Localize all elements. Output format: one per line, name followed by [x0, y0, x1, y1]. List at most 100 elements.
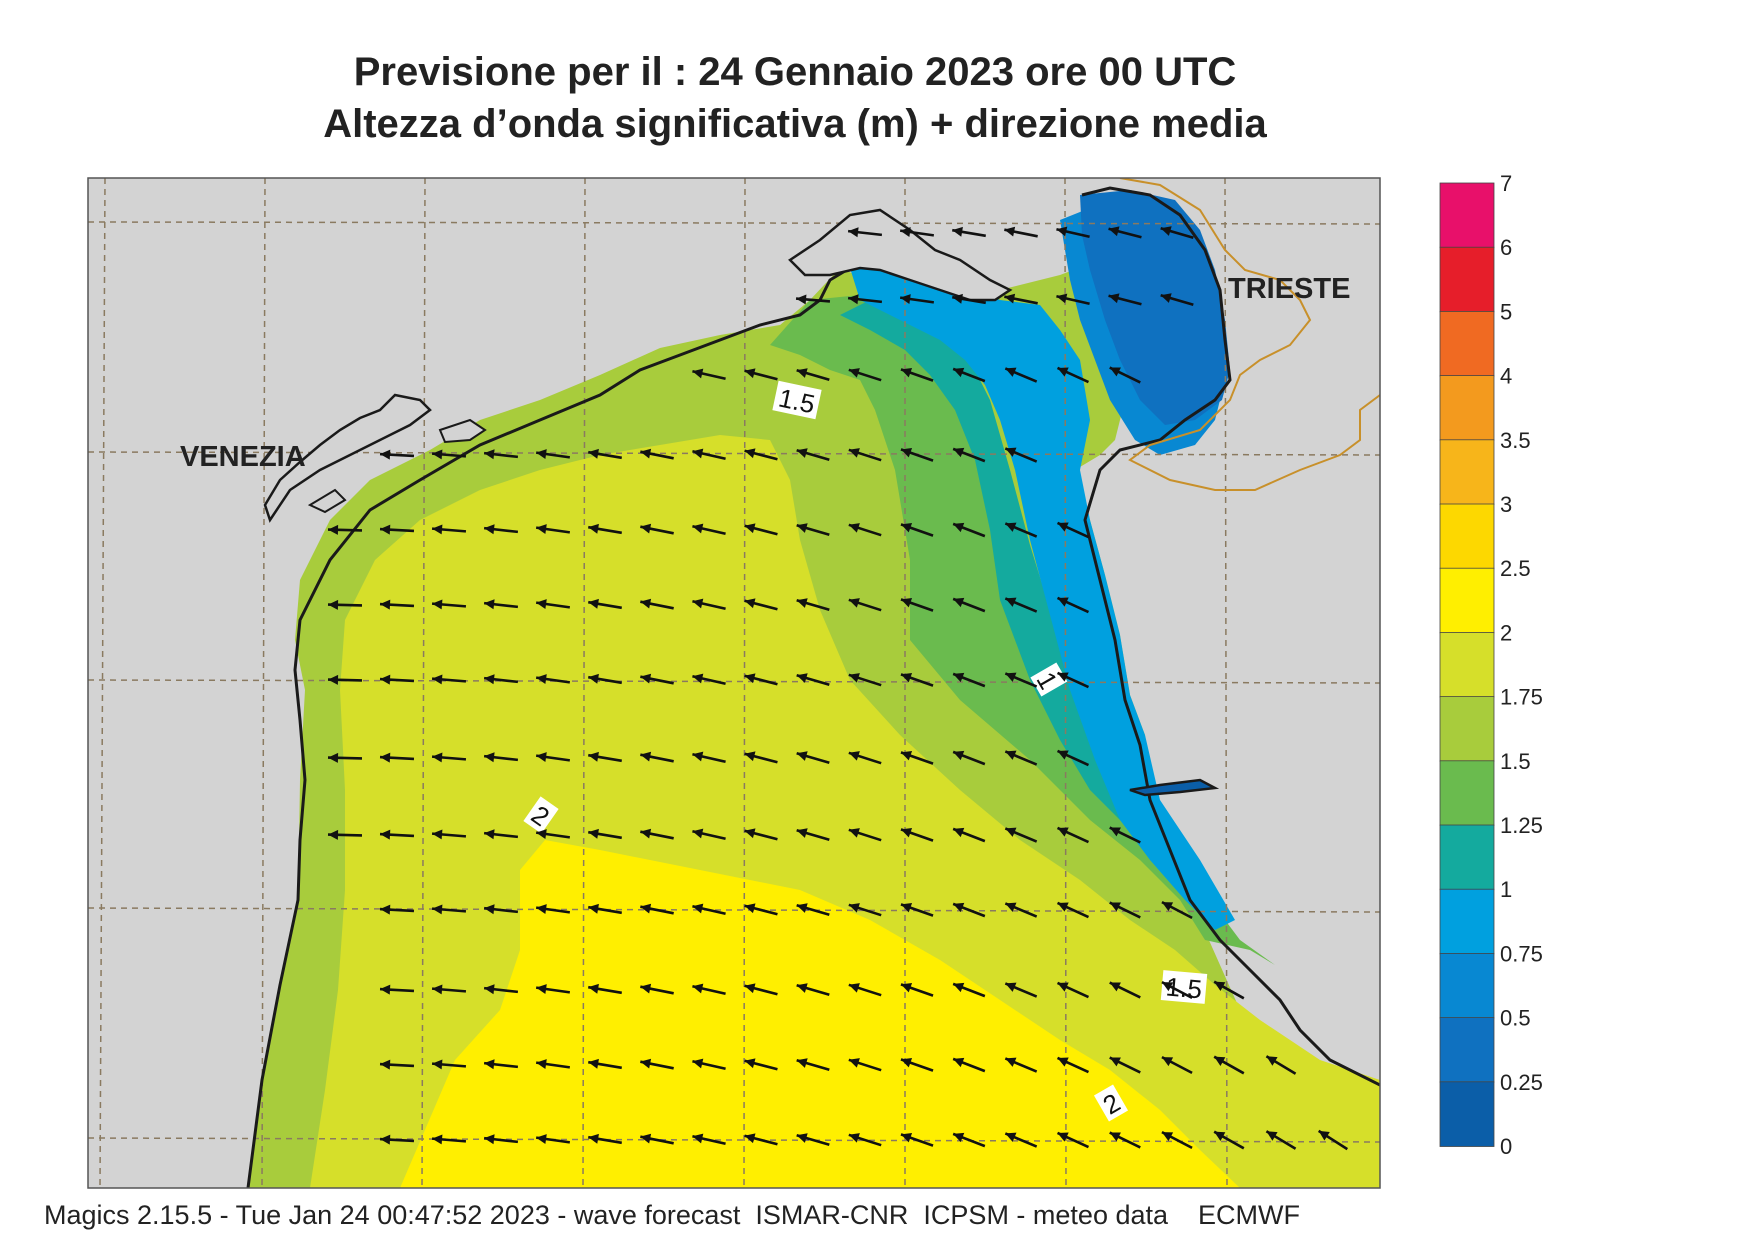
arrow-head — [692, 828, 704, 839]
colorbar-swatch — [1439, 760, 1495, 826]
arrow-head — [744, 368, 756, 379]
arrow-head — [1109, 827, 1121, 837]
arrow-head — [1056, 226, 1068, 237]
arrow-head — [1161, 982, 1174, 992]
arrow-head — [848, 598, 860, 608]
arrow-head — [640, 1133, 652, 1144]
arrow-head — [380, 524, 391, 535]
arrow-head — [328, 829, 339, 840]
colorbar-label: 0 — [1500, 1134, 1512, 1159]
arrow-head — [692, 903, 704, 914]
arrow-head — [848, 1058, 860, 1068]
arrow-head — [328, 599, 339, 610]
arrow-head — [848, 828, 860, 838]
arrow-head — [900, 827, 913, 838]
arrow-head — [1005, 1132, 1017, 1142]
arrow-head — [953, 1057, 965, 1068]
arrow-head — [952, 293, 963, 304]
arrow-head — [1005, 597, 1017, 607]
arrow-head — [536, 984, 547, 994]
map-frame — [87, 177, 1381, 1189]
arrow-head — [953, 827, 965, 838]
arrow-head — [588, 598, 599, 609]
arrow-head — [1057, 672, 1069, 682]
map-subtitle: Altezza d’onda significativa (m) + direz… — [323, 102, 1267, 146]
arrow-head — [900, 597, 913, 608]
arrow-head — [1109, 1057, 1121, 1067]
arrow-head — [953, 1132, 965, 1143]
arrow-head — [900, 294, 911, 304]
arrow-head — [1005, 447, 1017, 457]
arrow-head — [796, 673, 808, 683]
arrow-head — [640, 448, 652, 459]
colorbar: 7 6 5 4 3.5 3 2.5 2 1.75 1.5 1.25 1 0.75 0.5 0.25 0 — [1439, 171, 1543, 1159]
arrow-head — [484, 674, 495, 685]
arrow-head — [484, 1059, 495, 1070]
arrow-head — [536, 674, 547, 684]
arrow-head — [692, 523, 704, 534]
arrow-head — [1318, 1130, 1330, 1141]
arrow-head — [640, 983, 652, 994]
arrow-head — [1214, 1131, 1226, 1141]
arrow-head — [692, 673, 704, 684]
svg-text:1.5: 1.5 — [776, 383, 818, 420]
arrow-head — [744, 523, 756, 534]
arrow-head — [796, 1058, 808, 1068]
arrow-head — [1214, 1056, 1226, 1066]
arrow-head — [1005, 522, 1017, 532]
arrow-head — [536, 1059, 547, 1069]
arrow-head — [900, 982, 913, 993]
arrow-head — [1005, 750, 1017, 760]
arrow-head — [536, 524, 547, 534]
arrow-head — [692, 1058, 704, 1069]
arrow-head — [640, 751, 652, 762]
arrow-head — [588, 1058, 599, 1069]
arrow-head — [953, 982, 965, 993]
arrow-head — [432, 1059, 443, 1070]
colorbar-label: 1 — [1500, 877, 1512, 902]
arrow-head — [640, 523, 652, 534]
arrow-head — [432, 599, 443, 610]
arrow-head — [796, 751, 808, 761]
arrow-head — [484, 752, 495, 763]
coastline-west — [246, 266, 851, 1188]
arrow-head — [692, 598, 704, 609]
wave-direction-arrows — [327, 226, 1349, 1151]
arrow-head — [848, 983, 860, 993]
arrow-head — [848, 368, 860, 378]
arrow-head — [380, 674, 391, 685]
arrow-head — [744, 448, 756, 459]
arrow-head — [848, 673, 860, 683]
arrow-head — [1057, 827, 1069, 837]
coastline-east — [1081, 186, 1380, 1087]
arrow-head — [1056, 293, 1068, 304]
arrow-head — [1160, 226, 1172, 236]
arrow-head — [744, 1058, 756, 1069]
arrow-head — [1057, 522, 1069, 532]
colorbar-swatch — [1439, 182, 1495, 249]
colorbar-swatch — [1439, 824, 1495, 891]
arrow-head — [432, 449, 443, 460]
arrow-head — [328, 674, 339, 685]
arrow-head — [588, 903, 599, 914]
colorbar-swatch — [1439, 310, 1495, 377]
arrow-head — [796, 294, 807, 305]
arrow-head — [1160, 293, 1172, 303]
arrow-head — [796, 448, 808, 458]
colorbar-label: 1.5 — [1500, 749, 1531, 774]
arrow-head — [328, 524, 339, 535]
colorbar-swatch — [1439, 696, 1495, 762]
arrow-head — [484, 829, 495, 840]
arrow-head — [432, 524, 443, 535]
colorbar-label: 0.75 — [1500, 941, 1543, 966]
arrow-head — [1161, 902, 1174, 912]
arrow-head — [900, 227, 911, 237]
arrow-head — [953, 597, 965, 608]
arrow-head — [953, 672, 965, 683]
colorbar-label: 2.5 — [1500, 556, 1531, 581]
arrow-head — [1005, 827, 1017, 837]
arrow-head — [380, 984, 391, 995]
arrow-head — [484, 524, 495, 535]
arrow-head — [848, 448, 860, 458]
arrow-head — [692, 448, 704, 459]
